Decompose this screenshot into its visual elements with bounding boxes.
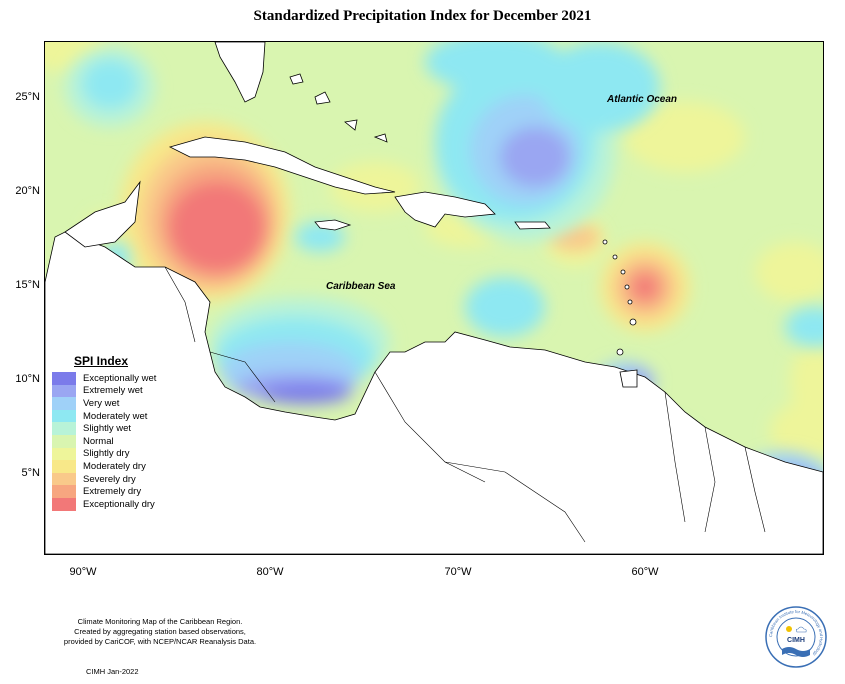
credit-line-3: provided by CariCOF, with NCEP/NCAR Rean… [63, 637, 257, 646]
legend-swatch [52, 422, 76, 435]
legend-item: Normal [52, 434, 172, 448]
legend-item: Slightly wet [52, 422, 172, 435]
lat-tick-15n: 15°N [15, 279, 40, 291]
legend-swatch [52, 372, 76, 385]
legend-swatch [52, 472, 76, 486]
legend-label: Slightly dry [83, 448, 130, 460]
map-canvas [45, 42, 823, 554]
antilles-dry [550, 223, 690, 332]
credit-line-2: Created by aggregating station based obs… [74, 627, 246, 636]
logo-text: CIMH [787, 637, 805, 644]
lon-tick-90w: 90°W [69, 566, 97, 578]
lat-tick-5n: 5°N [21, 467, 40, 479]
legend-swatch [52, 497, 76, 511]
credit-text: Climate Monitoring Map of the Caribbean … [30, 617, 290, 647]
legend-swatch [52, 460, 76, 473]
legend-label: Extremely dry [83, 486, 142, 498]
legend-label: Very wet [83, 397, 120, 409]
caribbean-sea-label: Caribbean Sea [326, 281, 396, 292]
legend-swatch [52, 447, 76, 461]
legend-item: Exceptionally dry [52, 497, 172, 511]
west-caribbean-dry [120, 122, 290, 302]
legend-item: Moderately dry [52, 460, 172, 473]
legend-label: Exceptionally wet [83, 372, 157, 384]
legend-item: Slightly dry [52, 447, 172, 461]
legend-swatch [52, 485, 76, 498]
legend-label: Moderately dry [83, 460, 146, 472]
spi-legend: SPI Index Exceptionally wet Extremely wet… [52, 354, 172, 511]
lat-tick-10n: 10°N [15, 373, 40, 385]
map-title: Standardized Precipitation Index for Dec… [253, 8, 592, 24]
legend-item: Moderately wet [52, 409, 172, 423]
country-borders [164, 266, 766, 543]
legend-label: Normal [83, 435, 114, 447]
legend-item: Exceptionally wet [52, 372, 172, 385]
legend-item: Severely dry [52, 472, 172, 486]
spi-map [44, 41, 824, 555]
land-masses [45, 42, 823, 554]
lon-tick-60w: 60°W [631, 566, 659, 578]
cimh-logo-graphic: Caribbean Institute for Meteorology and … [765, 606, 827, 668]
legend-label: Slightly wet [83, 423, 132, 435]
legend-label: Moderately wet [83, 410, 148, 422]
lon-tick-70w: 70°W [444, 566, 472, 578]
lat-tick-20n: 20°N [15, 185, 40, 197]
legend-item: Extremely dry [52, 485, 172, 498]
lat-tick-25n: 25°N [15, 91, 40, 103]
legend-title: SPI Index [74, 354, 129, 368]
atlantic-ocean-label: Atlantic Ocean [607, 94, 678, 105]
legend-label: Extremely wet [83, 385, 143, 397]
cimh-logo: Caribbean Institute for Meteorology and … [764, 605, 828, 674]
legend-item: Very wet [52, 397, 172, 410]
legend-label: Exceptionally dry [83, 498, 155, 510]
legend-swatch [52, 434, 76, 448]
legend-label: Severely dry [83, 473, 136, 485]
legend-swatch [52, 409, 76, 423]
legend-item: Extremely wet [52, 384, 172, 398]
credit-date: CIMH Jan-2022 [86, 667, 139, 676]
lon-tick-80w: 80°W [256, 566, 284, 578]
legend-swatch [52, 397, 76, 410]
legend-items: Exceptionally wet Extremely wet Very wet Mo… [52, 372, 172, 511]
credit-line-1: Climate Monitoring Map of the Caribbean … [77, 617, 243, 626]
legend-swatch [52, 384, 76, 398]
